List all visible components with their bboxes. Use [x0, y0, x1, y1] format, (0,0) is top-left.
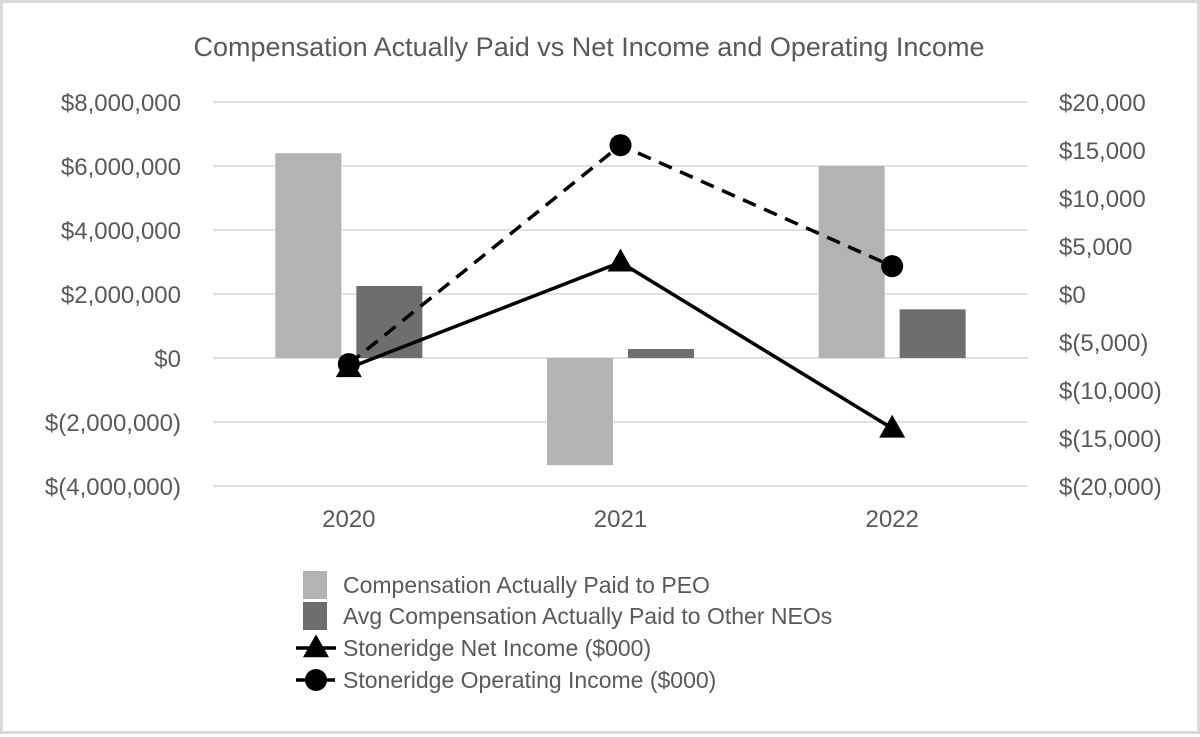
y-axis-right: $20,000 $15,000 $10,000 $5,000 $0 $(5,000) $(1… — [1059, 90, 1162, 501]
chart-svg: Compensation Actually Paid vs Net Income… — [45, 32, 1162, 693]
legend-label: Stoneridge Operating Income ($000) — [343, 667, 716, 693]
bar — [356, 286, 423, 358]
x-tick-label: 2020 — [322, 506, 375, 533]
x-axis: 2020 2021 2022 — [322, 506, 919, 533]
legend-marker — [305, 669, 327, 691]
x-tick-label: 2022 — [865, 506, 918, 533]
legend-label: Stoneridge Net Income ($000) — [343, 635, 651, 661]
y-right-tick-label: $10,000 — [1059, 186, 1146, 213]
y-left-tick-label: $(4,000,000) — [45, 474, 181, 501]
net-income-point — [607, 248, 634, 272]
bar — [547, 358, 613, 466]
y-right-tick-label: $20,000 — [1059, 90, 1146, 117]
legend-label: Avg Compensation Actually Paid to Other … — [343, 603, 832, 629]
y-axis-left: $8,000,000 $6,000,000 $4,000,000 $2,000,000… — [45, 90, 181, 501]
y-left-tick-label: $6,000,000 — [61, 154, 181, 181]
operating-income-point — [881, 255, 904, 278]
y-right-tick-label: $(15,000) — [1059, 426, 1162, 453]
y-left-tick-label: $8,000,000 — [61, 90, 181, 117]
bar — [818, 166, 885, 358]
y-left-tick-label: $0 — [154, 346, 181, 373]
y-right-tick-label: $(20,000) — [1059, 474, 1162, 501]
bar — [275, 153, 342, 358]
bar — [628, 349, 694, 358]
y-left-tick-label: $(2,000,000) — [45, 410, 181, 437]
net-income-point — [335, 354, 362, 378]
legend-label: Compensation Actually Paid to PEO — [343, 572, 710, 598]
net-income-line — [348, 260, 894, 430]
chart-title: Compensation Actually Paid vs Net Income… — [194, 32, 985, 62]
net-income-point — [879, 414, 906, 438]
y-right-tick-label: $0 — [1059, 282, 1086, 309]
series-lines — [335, 134, 906, 438]
y-right-tick-label: $15,000 — [1059, 138, 1146, 165]
legend-swatch — [303, 571, 327, 599]
legend: Compensation Actually Paid to PEO Avg Com… — [296, 571, 832, 693]
y-right-tick-label: $(5,000) — [1059, 330, 1148, 357]
operating-income-point — [609, 134, 632, 157]
y-right-tick-label: $5,000 — [1059, 234, 1132, 261]
bar — [899, 309, 966, 358]
x-tick-label: 2021 — [594, 506, 647, 533]
legend-marker — [303, 634, 329, 658]
legend-swatch — [303, 602, 327, 630]
y-left-tick-label: $4,000,000 — [61, 218, 181, 245]
bars — [275, 153, 966, 466]
y-right-tick-label: $(10,000) — [1059, 378, 1162, 405]
y-left-tick-label: $2,000,000 — [61, 282, 181, 309]
